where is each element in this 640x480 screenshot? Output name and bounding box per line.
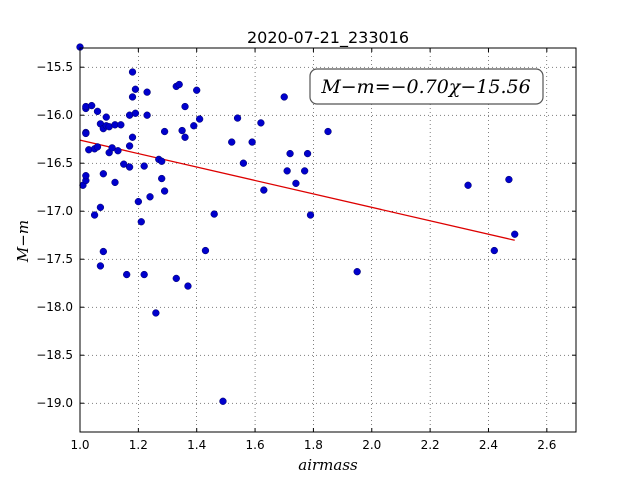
x-tick-label: 2.0 xyxy=(362,438,381,452)
scatter-point xyxy=(280,93,288,101)
scatter-point xyxy=(160,127,169,136)
axis-ticks: 1.0 1.2 1.4 1.6 1.8 2.0 2.2 2.4 2.6 −15.5 −16.0 −16… xyxy=(36,48,576,452)
scatter-point xyxy=(190,122,198,130)
scatter-point xyxy=(99,170,107,178)
scatter-point xyxy=(117,121,125,129)
scatter-point xyxy=(464,181,472,189)
scatter-point xyxy=(301,167,309,175)
y-tick-label: −17.0 xyxy=(36,204,73,218)
scatter-point xyxy=(134,197,143,206)
grid xyxy=(79,48,576,432)
chart-title: 2020-07-21_233016 xyxy=(247,28,409,48)
y-tick-label: −16.0 xyxy=(36,108,73,122)
x-tick-label: 1.0 xyxy=(70,438,89,452)
y-tick-label: −18.5 xyxy=(36,348,73,362)
scatter-point xyxy=(195,115,204,123)
scatter-point xyxy=(152,309,160,317)
x-axis-label: airmass xyxy=(298,456,358,474)
fit-line xyxy=(79,139,515,241)
scatter-point xyxy=(140,270,148,279)
scatter-point xyxy=(233,114,242,122)
x-tick-label: 2.2 xyxy=(421,438,440,452)
scatter-point xyxy=(158,174,166,183)
scatter-point xyxy=(96,262,105,270)
x-tick-label: 2.4 xyxy=(479,438,498,452)
fit-line-group xyxy=(79,139,515,241)
x-tick-label: 1.2 xyxy=(129,438,148,452)
scatter-point xyxy=(283,167,291,175)
scatter-point xyxy=(490,246,498,255)
scatter-point xyxy=(184,282,192,290)
scatter-point xyxy=(324,127,332,136)
scatter-point xyxy=(137,218,145,226)
x-tick-label: 2.6 xyxy=(537,438,556,452)
plot-frame xyxy=(79,47,577,433)
scatter-point xyxy=(88,101,96,110)
y-tick-label: −17.5 xyxy=(36,252,73,266)
scatter-point xyxy=(353,268,361,276)
scatter-point xyxy=(108,144,116,152)
scatter-point xyxy=(146,193,154,201)
scatter-point xyxy=(210,210,218,218)
scatter-point xyxy=(128,133,137,141)
scatter-point xyxy=(260,186,268,194)
scatter-point xyxy=(123,270,131,279)
scatter-point xyxy=(102,113,110,121)
scatter-point xyxy=(248,138,256,146)
y-tick-label: −18.0 xyxy=(36,300,73,314)
scatter-point xyxy=(172,274,180,283)
scatter-point xyxy=(181,102,189,111)
y-tick-label: −16.5 xyxy=(36,156,73,170)
scatter-point xyxy=(114,147,122,155)
scatter-point xyxy=(131,85,140,93)
scatter-point xyxy=(160,187,169,195)
scatter-point xyxy=(193,86,201,94)
scatter-point xyxy=(140,162,148,170)
scatter-point xyxy=(178,126,186,135)
scatter-point xyxy=(239,159,248,167)
scatter-point xyxy=(201,246,210,255)
x-tick-label: 1.8 xyxy=(304,438,323,452)
scatter-point xyxy=(511,230,519,238)
scatter-point xyxy=(111,178,119,187)
scatter-point xyxy=(306,211,315,219)
scatter-point xyxy=(128,68,137,76)
scatter-points xyxy=(76,43,519,405)
scatter-point xyxy=(90,211,99,219)
fit-equation-box: M−m=−0.70χ−15.56 xyxy=(309,68,544,105)
scatter-point xyxy=(505,175,513,184)
scatter-point xyxy=(219,397,227,405)
scatter-point xyxy=(125,142,134,150)
scatter-point xyxy=(120,160,128,168)
fit-equation: M−m=−0.70χ−15.56 xyxy=(320,76,530,98)
scatter-point xyxy=(257,119,265,127)
scatter-point xyxy=(131,109,140,117)
y-tick-label: −19.0 xyxy=(36,396,73,410)
scatter-point xyxy=(125,163,134,171)
scatter-point xyxy=(143,88,151,96)
scatter-point xyxy=(292,179,300,188)
y-tick-label: −15.5 xyxy=(36,60,73,74)
scatter-point xyxy=(82,129,90,138)
scatter-point xyxy=(181,133,189,141)
equation-box xyxy=(309,68,544,105)
x-tick-label: 1.4 xyxy=(187,438,206,452)
scatter-point xyxy=(175,80,183,89)
scatter-point xyxy=(143,111,151,119)
scatter-point xyxy=(93,107,102,116)
y-axis-label: M−m xyxy=(14,220,32,263)
scatter-point xyxy=(128,93,137,101)
x-tick-label: 1.6 xyxy=(246,438,265,452)
scatter-point xyxy=(99,247,107,256)
scatter-point xyxy=(96,203,105,212)
scatter-point xyxy=(303,149,312,158)
scatter-point xyxy=(93,143,102,151)
scatter-point xyxy=(228,138,236,146)
scatter-point xyxy=(158,157,166,165)
scatter-point xyxy=(286,149,294,158)
scatter-point xyxy=(82,172,90,180)
